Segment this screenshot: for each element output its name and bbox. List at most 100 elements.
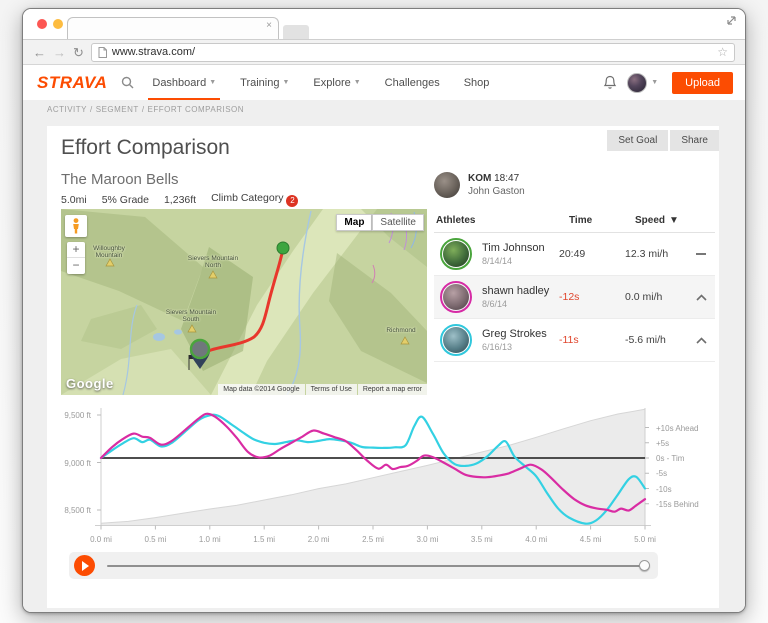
- map-label: Richmond: [386, 327, 416, 334]
- satellite-button[interactable]: Satellite: [372, 214, 424, 231]
- athletes-table: Athletes Time Speed ▼ Tim Johnson 8/14/14 2…: [434, 209, 715, 362]
- page-icon: [98, 46, 107, 58]
- climb-category: Climb Category 2: [211, 192, 299, 207]
- map-type-control: Map Satellite: [336, 214, 424, 231]
- chevron-up-icon[interactable]: [695, 293, 707, 301]
- breadcrumb-part[interactable]: EFFORT COMPARISON: [147, 104, 245, 114]
- notifications-bell-icon[interactable]: [603, 75, 617, 90]
- chart-left-axis: 9,500 ft 9,000 ft 8,500 ft: [57, 404, 95, 549]
- map-label: Sievers Mountain North: [187, 255, 239, 270]
- browser-tab[interactable]: ×: [67, 17, 279, 39]
- map-attribution-link[interactable]: Map data ©2014 Google: [218, 384, 305, 395]
- chart-left-axis-label: 8,500 ft: [64, 506, 91, 515]
- strava-logo[interactable]: STRAVA: [37, 72, 108, 92]
- play-button[interactable]: [74, 555, 95, 576]
- chart-right-axis-label: +5s: [656, 438, 670, 448]
- route-start-marker[interactable]: [276, 241, 290, 255]
- athlete-date: 6/16/13: [482, 342, 513, 352]
- row-avatar[interactable]: [440, 238, 472, 270]
- scrubber-track[interactable]: [107, 564, 646, 567]
- map-attribution-link[interactable]: Report a map error: [357, 384, 427, 395]
- table-header-time[interactable]: Time: [569, 215, 593, 226]
- athlete-name[interactable]: Greg Strokes: [482, 328, 547, 340]
- breadcrumb-part[interactable]: SEGMENT: [95, 104, 139, 114]
- segment-name[interactable]: The Maroon Bells: [61, 171, 179, 188]
- map-attribution-link[interactable]: Terms of Use: [305, 384, 357, 395]
- browser-window: × ← → ↻ www.strava.com/ ☆ STRAVA Dashboa…: [22, 8, 746, 613]
- chart-x-tick: 0.5 mi: [144, 535, 167, 544]
- account-menu[interactable]: ▼: [627, 72, 659, 93]
- stat-value: 5% Grade: [101, 193, 149, 206]
- share-button[interactable]: Share: [670, 130, 719, 151]
- page-title: Effort Comparison: [61, 136, 230, 159]
- map-terrain: [61, 209, 427, 395]
- tab-strip: ×: [23, 9, 745, 39]
- time-value: -11s: [559, 334, 579, 346]
- new-tab-button[interactable]: [283, 25, 309, 39]
- chart-plot[interactable]: 0.0 mi 0.5 mi 1.0 mi 1.5 mi 2.0 mi 2.5 mi 3.0 …: [90, 404, 656, 549]
- nav-item-explore[interactable]: Explore ▼: [313, 76, 361, 89]
- table-row[interactable]: shawn hadley 8/6/14 -12s 0.0 mi/h: [434, 276, 715, 319]
- breadcrumb-part[interactable]: ACTIVITY: [47, 104, 88, 114]
- table-header-athletes[interactable]: Athletes: [436, 215, 476, 226]
- chevron-down-icon: ▼: [282, 79, 290, 86]
- chevron-down-icon: ▼: [353, 79, 361, 86]
- search-icon[interactable]: [121, 76, 134, 89]
- upload-button[interactable]: Upload: [672, 71, 733, 94]
- zoom-in-button[interactable]: +: [67, 242, 85, 258]
- nav-item-challenges[interactable]: Challenges: [384, 76, 440, 89]
- set-goal-button[interactable]: Set Goal: [607, 130, 669, 151]
- zoom-out-button[interactable]: −: [72, 258, 80, 272]
- table-row[interactable]: Tim Johnson 8/14/14 20:49 12.3 mi/h: [434, 233, 715, 276]
- tab-close-icon[interactable]: ×: [266, 20, 272, 31]
- chevron-down-icon: ▼: [651, 79, 659, 86]
- chart-x-tick: 2.5 mi: [362, 535, 384, 544]
- reload-button[interactable]: ↻: [73, 44, 84, 60]
- scrubber-thumb[interactable]: [639, 560, 650, 571]
- chart-right-axis-label: +10s Ahead: [656, 423, 699, 433]
- dash-icon[interactable]: [696, 253, 706, 255]
- nav-item-training[interactable]: Training ▼: [240, 76, 290, 89]
- time-value: -12s: [559, 291, 580, 303]
- kom-athlete-name[interactable]: John Gaston: [468, 186, 525, 197]
- row-avatar[interactable]: [440, 281, 472, 313]
- kom-avatar[interactable]: [434, 172, 460, 198]
- chart-x-tick: 3.0 mi: [416, 535, 439, 544]
- minimize-window-button[interactable]: [53, 19, 63, 29]
- athlete-name[interactable]: shawn hadley: [482, 285, 550, 297]
- map-button[interactable]: Map: [336, 214, 373, 231]
- chart-right-axis-label: -5s: [656, 469, 668, 479]
- athlete-map-marker[interactable]: [189, 338, 211, 360]
- url-text: www.strava.com/: [111, 46, 196, 58]
- pegman-icon[interactable]: [65, 215, 87, 237]
- chart-x-tick: 1.0 mi: [198, 535, 221, 544]
- climb-category-badge: 2: [286, 195, 299, 207]
- forward-button[interactable]: →: [53, 44, 66, 60]
- athlete-name[interactable]: Tim Johnson: [482, 242, 545, 254]
- bookmark-star-icon[interactable]: ☆: [717, 45, 728, 59]
- chart-x-tick: 4.5 mi: [579, 535, 602, 544]
- table-row[interactable]: Greg Strokes 6/16/13 -11s -5.6 mi/h: [434, 319, 715, 362]
- resize-icon[interactable]: [726, 15, 737, 26]
- peak-icon: [187, 324, 197, 333]
- chart-x-tick: 4.0 mi: [525, 535, 548, 544]
- speed-value: 0.0 mi/h: [625, 291, 663, 303]
- nav-item-dashboard[interactable]: Dashboard ▼: [140, 65, 228, 100]
- peak-icon: [105, 258, 115, 267]
- close-window-button[interactable]: [37, 19, 47, 29]
- map-label: Sievers Mountain South: [165, 309, 217, 324]
- user-avatar[interactable]: [627, 72, 648, 93]
- google-logo[interactable]: Google: [66, 376, 114, 391]
- nav-item-shop[interactable]: Shop: [463, 76, 490, 89]
- stat-value: 1,236ft: [163, 193, 197, 206]
- address-input[interactable]: www.strava.com/ ☆: [90, 42, 735, 62]
- table-header-speed[interactable]: Speed ▼: [635, 215, 679, 226]
- kom-time: 18:47: [494, 173, 520, 184]
- map-attribution: Map data ©2014 Google Terms of Use Report …: [218, 384, 427, 395]
- row-avatar[interactable]: [440, 324, 472, 356]
- peak-icon: [400, 336, 410, 345]
- chart-right-axis: +10s Ahead +5s 0s - Tim -5s -10s -15s Behind: [651, 404, 709, 549]
- chevron-up-icon[interactable]: [695, 336, 707, 344]
- back-button[interactable]: ←: [33, 44, 46, 60]
- segment-map[interactable]: Willoughby Mountain Sievers Mountain Nort…: [61, 209, 427, 395]
